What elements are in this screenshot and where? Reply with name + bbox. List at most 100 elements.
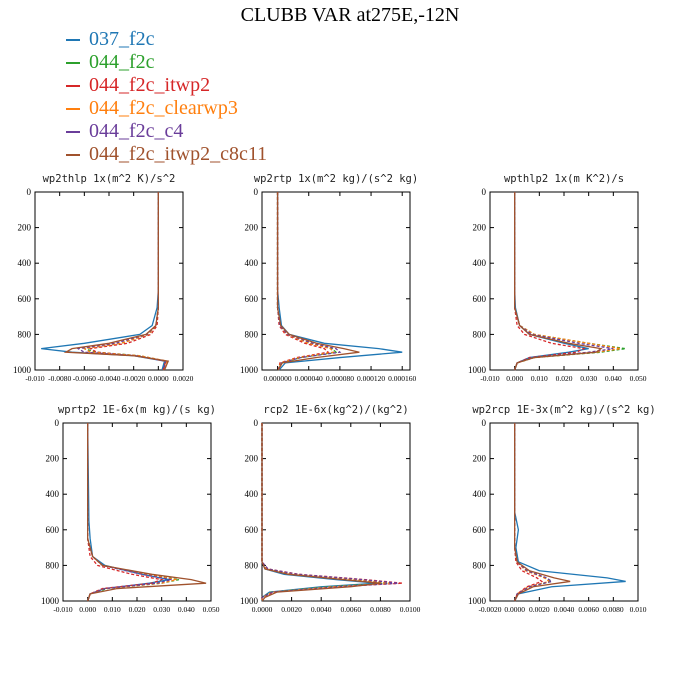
series-line-6: [87, 423, 207, 602]
y-tick-label: 200: [18, 223, 32, 233]
series-line-3: [514, 423, 544, 602]
series-line-6: [63, 192, 170, 371]
legend-swatch: [66, 130, 80, 133]
legend-item-044-f2c: 044_f2c: [66, 51, 267, 74]
plot-frame: [62, 422, 212, 602]
y-tick-label: 0: [254, 418, 259, 428]
x-tick-label: 0.000040: [295, 374, 323, 383]
y-tick-label: 0: [482, 187, 487, 197]
y-tick-label: 200: [473, 454, 487, 464]
y-tick-label: 1000: [41, 596, 60, 606]
x-tick-label: 0.0080: [370, 605, 391, 614]
y-tick-label: 1000: [240, 596, 259, 606]
y-tick-label: 400: [473, 489, 487, 499]
x-tick-label: 0.0100: [400, 605, 421, 614]
series-line-1: [514, 423, 626, 602]
series-line-4: [276, 192, 335, 371]
y-tick-label: 800: [473, 329, 487, 339]
y-tick-label: 0: [254, 187, 259, 197]
y-tick-label: 200: [46, 454, 60, 464]
legend-item-044-f2c-itwp2-c8c11: 044_f2c_itwp2_c8c11: [66, 143, 267, 166]
legend-label: 044_f2c_clearwp3: [89, 97, 238, 119]
legend-swatch: [66, 38, 80, 41]
x-tick-label: 0.020: [129, 605, 146, 614]
y-tick-label: 200: [473, 223, 487, 233]
y-tick-label: 400: [46, 489, 60, 499]
y-tick-label: 600: [245, 294, 259, 304]
series-line-6: [514, 423, 571, 602]
legend-label: 037_f2c: [89, 28, 155, 50]
panel-title: wp2rtp 1x(m^2 kg)/(s^2 kg): [254, 173, 418, 185]
x-tick-label: 0.010: [531, 374, 548, 383]
legend-swatch: [66, 84, 80, 87]
plot-frame: [489, 422, 639, 602]
x-tick-label: 0.020: [556, 374, 573, 383]
x-tick-label: 0.000: [506, 374, 523, 383]
y-tick-label: 600: [18, 294, 32, 304]
y-tick-label: 400: [473, 258, 487, 268]
series-line-3: [88, 192, 167, 371]
series-line-5: [514, 423, 554, 602]
x-tick-label: 0.040: [178, 605, 195, 614]
x-tick-label: 0.050: [630, 374, 647, 383]
x-tick-label: 0.040: [605, 374, 622, 383]
legend-label: 044_f2c_c4: [89, 120, 184, 142]
y-tick-label: 0: [55, 418, 60, 428]
y-tick-label: 600: [46, 525, 60, 535]
x-tick-label: 0.000000: [264, 374, 292, 383]
y-tick-label: 1000: [468, 365, 487, 375]
legend-label: 044_f2c: [89, 51, 155, 73]
x-tick-label: 0.000: [79, 605, 96, 614]
y-tick-label: 0: [482, 418, 487, 428]
legend-item-037-f2c: 037_f2c: [66, 28, 267, 51]
legend-swatch: [66, 61, 80, 64]
series-line-4: [261, 423, 393, 601]
legend-label: 044_f2c_itwp2: [89, 74, 211, 96]
x-tick-label: 0.000120: [357, 374, 385, 383]
x-tick-label: 0.050: [203, 605, 220, 614]
x-tick-label: 0.0040: [554, 605, 575, 614]
x-tick-label: -0.0060: [73, 374, 96, 383]
legend-swatch: [66, 153, 80, 156]
y-tick-label: 800: [245, 329, 259, 339]
y-tick-label: 0: [27, 187, 32, 197]
chart-title: CLUBB VAR at275E,-12N: [240, 4, 460, 26]
x-tick-label: -0.0020: [478, 605, 501, 614]
x-tick-label: -0.010: [53, 605, 73, 614]
y-tick-label: 600: [473, 525, 487, 535]
series-line-5: [514, 192, 614, 371]
x-tick-label: 0.000160: [388, 374, 416, 383]
series-line-5: [87, 423, 172, 602]
y-tick-label: 600: [473, 294, 487, 304]
panel-title: wpthlp2 1x(m K^2)/s: [504, 173, 624, 185]
y-tick-label: 800: [18, 329, 32, 339]
y-tick-label: 1000: [13, 365, 32, 375]
y-tick-label: 1000: [240, 365, 259, 375]
x-tick-label: 0.0000: [504, 605, 525, 614]
x-tick-label: 0.0060: [578, 605, 599, 614]
series-line-6: [514, 192, 603, 371]
y-tick-label: 200: [245, 454, 259, 464]
x-tick-label: 0.030: [580, 374, 597, 383]
series-line-1: [276, 192, 403, 371]
series-line-6: [261, 423, 381, 602]
series-line-5: [276, 192, 342, 371]
y-tick-label: 1000: [468, 596, 487, 606]
y-tick-label: 800: [46, 560, 60, 570]
y-tick-label: 200: [245, 223, 259, 233]
legend-item-044-f2c-itwp2: 044_f2c_itwp2: [66, 74, 267, 97]
legend-label: 044_f2c_itwp2_c8c11: [89, 143, 268, 165]
legend-item-044-f2c-clearwp3: 044_f2c_clearwp3: [66, 97, 267, 120]
x-tick-label: 0.0000: [252, 605, 273, 614]
series-line-3: [514, 192, 586, 371]
y-tick-label: 800: [245, 560, 259, 570]
series-line-1: [87, 422, 170, 602]
y-tick-label: 800: [473, 560, 487, 570]
plot-frame: [261, 191, 411, 371]
legend-swatch: [66, 107, 80, 110]
x-tick-label: 0.0000: [148, 374, 169, 383]
panel-title: wp2rcp 1E-3x(m^2 kg)/(s^2 kg): [472, 404, 655, 416]
series-line-2: [261, 423, 388, 601]
